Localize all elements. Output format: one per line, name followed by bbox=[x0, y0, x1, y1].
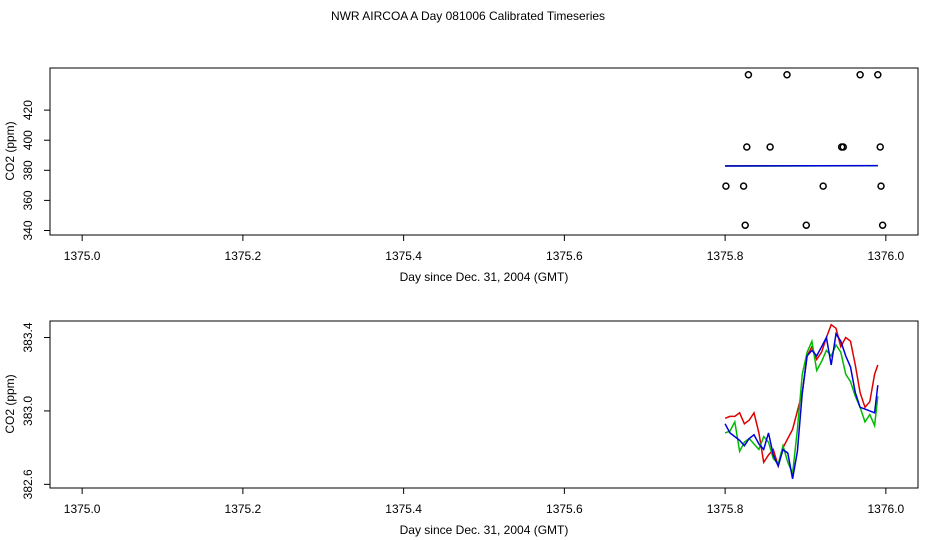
scatter-point bbox=[874, 71, 882, 79]
scatter-point bbox=[839, 143, 848, 151]
x-tick-label: 1376.0 bbox=[868, 249, 905, 263]
x-tick-label: 1375.4 bbox=[385, 502, 422, 516]
x-tick-label: 1375.8 bbox=[707, 249, 744, 263]
x-tick-label: 1375.0 bbox=[64, 249, 101, 263]
scatter-point bbox=[819, 182, 827, 190]
bottom-y-axis: 382.6 383.0 383.4 bbox=[21, 322, 50, 499]
x-tick-label: 1375.2 bbox=[225, 502, 262, 516]
scatter-point bbox=[878, 221, 887, 229]
y-tick-label: 383.0 bbox=[21, 396, 35, 426]
x-tick-label: 1375.6 bbox=[546, 249, 583, 263]
x-tick-label: 1375.4 bbox=[385, 249, 422, 263]
top-y-axis-label: CO2 (ppm) bbox=[3, 121, 17, 180]
y-tick-label: 382.6 bbox=[21, 469, 35, 499]
x-tick-label: 1375.6 bbox=[546, 502, 583, 516]
top-scatter-points bbox=[722, 71, 887, 229]
scatter-point bbox=[802, 221, 811, 229]
y-tick-label: 360 bbox=[21, 190, 35, 210]
bottom-panel: 1375.0 1375.2 1375.4 1375.6 1375.8 1376.0 382… bbox=[3, 320, 919, 537]
scatter-point bbox=[744, 71, 753, 79]
y-tick-label: 383.4 bbox=[21, 322, 35, 352]
scatter-point bbox=[856, 71, 864, 79]
scatter-point bbox=[722, 182, 730, 190]
scatter-point bbox=[739, 182, 748, 190]
x-tick-label: 1375.8 bbox=[707, 502, 744, 516]
bottom-x-axis: 1375.0 1375.2 1375.4 1375.6 1375.8 1376.0 bbox=[64, 488, 905, 516]
scatter-point bbox=[877, 182, 885, 190]
scatter-point bbox=[766, 143, 774, 151]
x-tick-label: 1375.0 bbox=[64, 502, 101, 516]
top-x-axis: 1375.0 1375.2 1375.4 1375.6 1375.8 1376.0 bbox=[64, 235, 905, 263]
x-tick-label: 1375.2 bbox=[225, 249, 262, 263]
scatter-point bbox=[741, 221, 749, 229]
top-panel: 1375.0 1375.2 1375.4 1375.6 1375.8 1376.0 340… bbox=[3, 67, 919, 284]
scatter-point bbox=[743, 143, 751, 151]
bottom-x-axis-label: Day since Dec. 31, 2004 (GMT) bbox=[400, 523, 569, 537]
top-plot-frame bbox=[49, 67, 919, 236]
chart-title: NWR AIRCOA A Day 081006 Calibrated Times… bbox=[330, 9, 606, 23]
top-x-axis-label: Day since Dec. 31, 2004 (GMT) bbox=[400, 270, 569, 284]
series-line bbox=[724, 338, 879, 477]
y-tick-label: 420 bbox=[21, 100, 35, 120]
bottom-series-lines bbox=[724, 323, 879, 479]
x-tick-label: 1376.0 bbox=[868, 502, 905, 516]
bottom-y-axis-label: CO2 (ppm) bbox=[3, 374, 17, 433]
y-tick-label: 340 bbox=[21, 220, 35, 240]
y-tick-label: 400 bbox=[21, 130, 35, 150]
scatter-point bbox=[783, 71, 791, 79]
bottom-plot-frame bbox=[49, 320, 919, 489]
top-y-axis: 340 360 380 400 420 bbox=[21, 100, 50, 241]
series-line bbox=[724, 331, 879, 479]
y-tick-label: 380 bbox=[21, 160, 35, 180]
scatter-point bbox=[876, 143, 884, 151]
